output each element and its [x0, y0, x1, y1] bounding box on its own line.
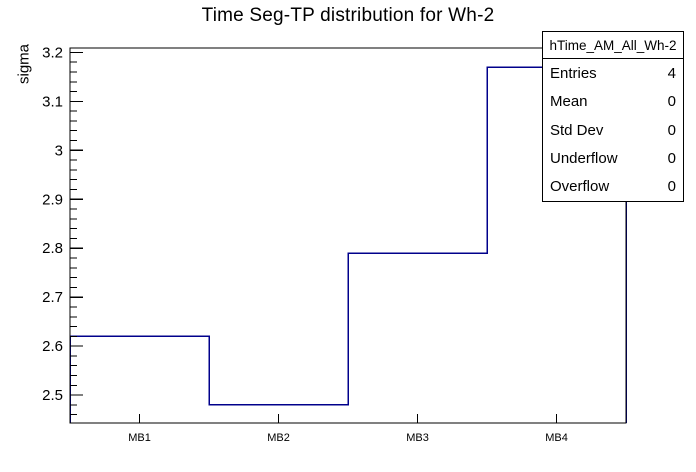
- x-tick-label: MB3: [406, 432, 429, 444]
- stats-row-entries: Entries 4: [543, 59, 683, 87]
- stats-box-rows: Entries 4 Mean 0 Std Dev 0 Underflow 0 O…: [543, 59, 683, 201]
- y-tick-label: 2.6: [42, 338, 63, 355]
- stats-row-stddev: Std Dev 0: [543, 116, 683, 144]
- stats-label: Mean: [550, 93, 588, 111]
- y-tick-label: 2.8: [42, 240, 63, 257]
- y-tick-label: 3.2: [42, 44, 63, 61]
- stats-label: Overflow: [550, 178, 610, 196]
- stats-value: 4: [667, 64, 676, 82]
- stats-box: hTime_AM_All_Wh-2 Entries 4 Mean 0 Std D…: [542, 31, 684, 202]
- y-tick-label: 3.1: [42, 93, 63, 110]
- stats-row-mean: Mean 0: [543, 87, 683, 115]
- x-tick-label: MB4: [545, 432, 568, 444]
- stats-row-overflow: Overflow 0: [543, 173, 683, 201]
- stats-label: Std Dev: [550, 121, 604, 139]
- stats-value: 0: [667, 121, 676, 139]
- stats-value: 0: [667, 93, 676, 111]
- stats-row-underflow: Underflow 0: [543, 144, 683, 172]
- stats-value: 0: [667, 149, 676, 167]
- y-tick-label: 2.5: [42, 387, 63, 404]
- y-tick-label: 3: [55, 142, 63, 159]
- x-tick-label: MB2: [267, 432, 290, 444]
- y-tick-label: 2.9: [42, 191, 63, 208]
- stats-box-header: hTime_AM_All_Wh-2: [543, 32, 683, 59]
- stats-value: 0: [667, 178, 676, 196]
- y-tick-label: 2.7: [42, 289, 63, 306]
- plot-title: Time Seg-TP distribution for Wh-2: [201, 5, 495, 26]
- stats-label: Underflow: [550, 149, 618, 167]
- plot-frame: [69, 47, 627, 424]
- x-tick-label: MB1: [128, 432, 151, 444]
- stats-label: Entries: [550, 64, 597, 82]
